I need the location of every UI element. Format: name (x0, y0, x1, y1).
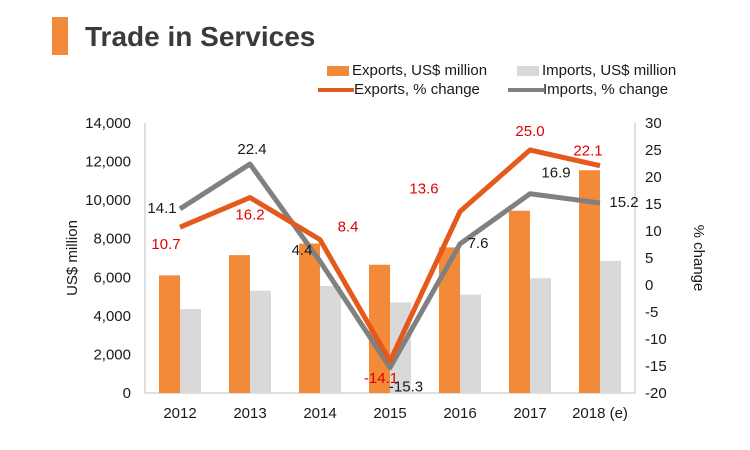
data-label-imports-change: 22.4 (237, 141, 266, 158)
data-label-imports-change: 7.6 (468, 235, 489, 252)
x-tick-label: 2015 (373, 405, 406, 422)
data-label-imports-change: 15.2 (609, 194, 638, 211)
chart-title: Trade in Services (85, 21, 316, 52)
y2-tick-label: 10 (645, 223, 662, 240)
bar-imports (600, 260, 621, 393)
bar-exports (159, 275, 180, 393)
data-label-imports-change: 14.1 (147, 200, 176, 217)
y-tick-label: 4,000 (93, 308, 131, 325)
bar-imports (460, 294, 481, 393)
x-tick-label: 2017 (513, 405, 546, 422)
line-exports-change (179, 147, 601, 364)
x-tick-label: 2012 (163, 405, 196, 422)
data-label-exports-change: 22.1 (573, 143, 602, 160)
legend-label-exports-bar: Exports, US$ million (352, 62, 488, 79)
y2-tick-label: 0 (645, 277, 653, 294)
legend-swatch-imports-line (508, 88, 544, 92)
legend-swatch-exports-bar (327, 66, 349, 76)
legend-label-exports-line: Exports, % change (354, 81, 480, 98)
y-tick-label: 6,000 (93, 269, 131, 286)
y2-tick-label: -10 (645, 331, 667, 348)
y-tick-label: 0 (123, 385, 131, 402)
bar-exports (509, 210, 530, 393)
x-tick-label: 2013 (233, 405, 266, 422)
x-tick-label: 2014 (303, 405, 336, 422)
data-label-exports-change: 13.6 (409, 181, 438, 198)
y2-tick-label: 20 (645, 169, 662, 186)
y2-tick-label: 15 (645, 196, 662, 213)
bar-imports (250, 290, 271, 393)
data-label-exports-change: 25.0 (515, 123, 544, 140)
y2-tick-label: -5 (645, 304, 658, 321)
y2-tick-label: 5 (645, 250, 653, 267)
bar-exports (579, 170, 600, 393)
data-label-imports-change: -15.3 (389, 379, 423, 396)
data-label-imports-change: 4.4 (292, 242, 313, 259)
y-tick-label: 14,000 (85, 115, 131, 132)
data-label-exports-change: 8.4 (338, 219, 359, 236)
y-tick-label: 2,000 (93, 346, 131, 363)
legend-swatch-imports-bar (517, 66, 539, 76)
y-axis-title: US$ million (64, 220, 81, 296)
bar-imports (320, 285, 341, 393)
y2-tick-label: 30 (645, 115, 662, 132)
x-tick-label: 2016 (443, 405, 476, 422)
y2-tick-label: -20 (645, 385, 667, 402)
data-label-exports-change: -14.1 (364, 370, 398, 387)
bar-exports (299, 243, 320, 393)
data-label-exports-change: 16.2 (235, 207, 264, 224)
y-tick-label: 8,000 (93, 231, 131, 248)
y2-tick-label: -15 (645, 358, 667, 375)
bar-imports (180, 309, 201, 393)
y2-axis-title: % change (690, 225, 707, 292)
bar-exports (229, 255, 250, 393)
data-label-imports-change: 16.9 (541, 165, 570, 182)
title-accent-bar (52, 17, 68, 55)
y-tick-label: 10,000 (85, 192, 131, 209)
legend-label-imports-line: Imports, % change (543, 81, 669, 98)
data-label-exports-change: 10.7 (151, 236, 180, 253)
bar-imports (530, 278, 551, 393)
y-tick-label: 12,000 (85, 154, 131, 171)
x-tick-label: 2018 (e) (572, 405, 628, 422)
bar-exports (439, 247, 460, 393)
legend-label-imports-bar: Imports, US$ million (542, 62, 677, 79)
legend-swatch-exports-line (318, 88, 354, 92)
y2-tick-label: 25 (645, 142, 662, 159)
line-imports-change (178, 161, 601, 371)
